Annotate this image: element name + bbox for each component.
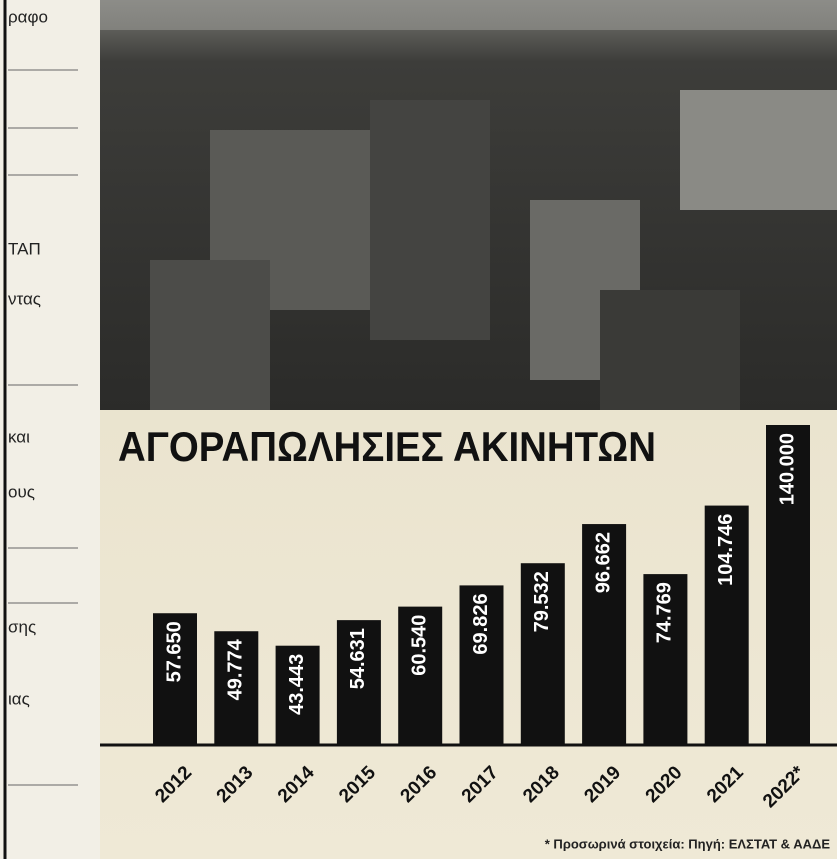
- bar: [643, 574, 688, 745]
- bar: [704, 505, 749, 745]
- value-label: 74.769: [654, 582, 676, 643]
- bar: [766, 425, 810, 745]
- side-text: και: [8, 427, 30, 446]
- bar: [336, 620, 381, 745]
- value-label: 96.662: [592, 532, 614, 593]
- bar: [398, 606, 443, 745]
- side-text: σης: [8, 617, 36, 636]
- value-label: 79.532: [531, 571, 553, 632]
- bar: [275, 645, 320, 745]
- side-text: ΤΑΠ: [8, 239, 41, 258]
- side-text: ντας: [8, 289, 41, 308]
- side-column: [0, 0, 100, 859]
- footnote: * Προσωρινά στοιχεία: Πηγή: ΕΛΣΤΑΤ & ΑΑΔ…: [545, 836, 831, 851]
- bar: [520, 563, 565, 745]
- value-label: 60.540: [408, 615, 430, 676]
- bar: [459, 585, 504, 745]
- side-text: ους: [8, 482, 35, 501]
- bar: [582, 524, 627, 745]
- chart-title: ΑΓΟΡΑΠΩΛΗΣΙΕΣ ΑΚΙΝΗΤΩΝ: [118, 423, 656, 470]
- value-label: 57.650: [163, 621, 185, 682]
- city-photo: [100, 0, 837, 410]
- side-text: ιας: [8, 689, 30, 708]
- bar: [214, 631, 259, 745]
- bar: [153, 613, 197, 745]
- value-label: 69.826: [470, 593, 492, 654]
- value-label: 43.443: [286, 654, 308, 715]
- side-text: ραφο: [8, 7, 48, 26]
- value-label: 49.774: [225, 638, 247, 700]
- value-label: 54.631: [347, 628, 369, 689]
- value-label: 140.000: [776, 433, 798, 505]
- value-label: 104.746: [715, 514, 737, 586]
